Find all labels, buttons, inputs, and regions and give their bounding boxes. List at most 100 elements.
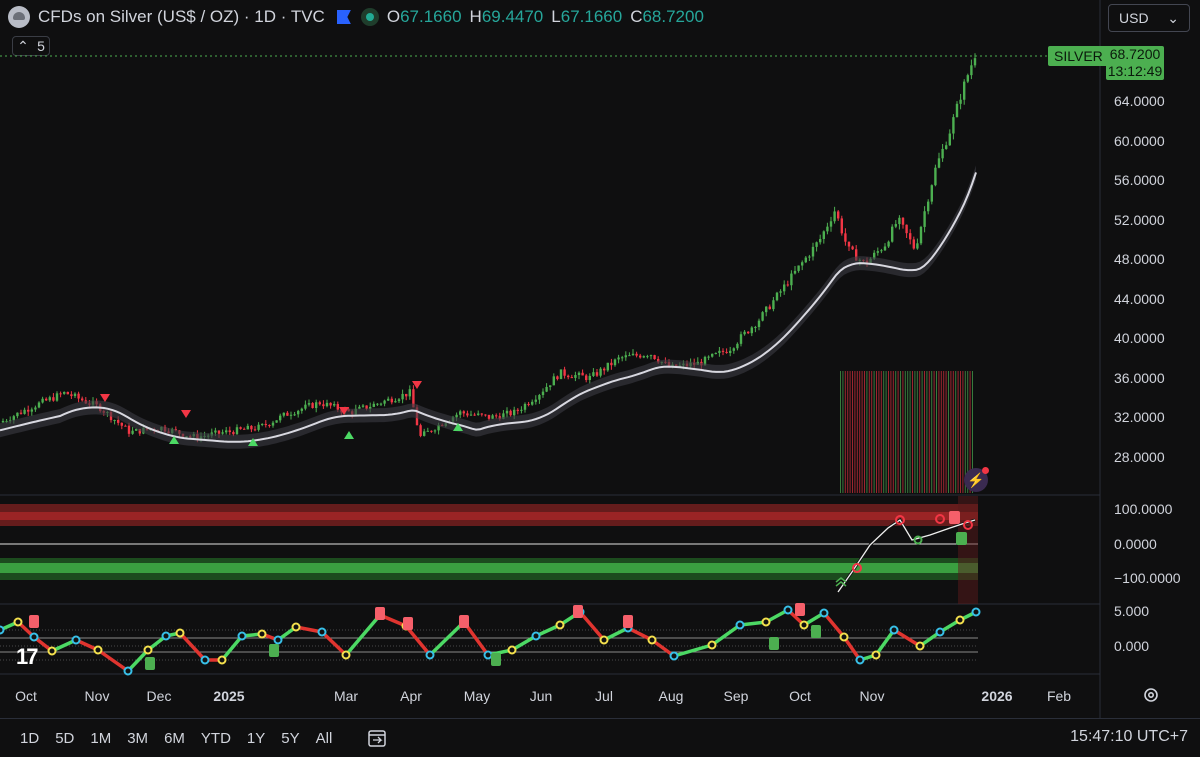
volume-bar <box>861 371 863 493</box>
osc2-badge <box>145 657 155 670</box>
timeframe-button-all[interactable]: All <box>315 729 333 747</box>
candle-body <box>379 403 383 405</box>
price-axis-label: 64.0000 <box>1114 93 1165 109</box>
candle-body <box>829 221 833 227</box>
timeframe-button-5d[interactable]: 5D <box>55 729 75 747</box>
candle-body <box>315 402 318 408</box>
indicators-count: 5 <box>37 38 45 54</box>
candle-body <box>232 431 235 435</box>
time-axis-label: Mar <box>333 688 359 704</box>
candle-body <box>711 353 714 357</box>
candle-body <box>833 211 836 222</box>
candle-body <box>228 430 231 432</box>
candle-body <box>567 375 570 378</box>
lightning-icon[interactable]: ⚡ <box>964 467 989 492</box>
candle-body <box>325 402 329 407</box>
candle-body <box>761 312 764 321</box>
osc2-point <box>871 650 881 660</box>
symbol-title[interactable]: CFDs on Silver (US$ / OZ) · 1D · TVC <box>38 7 325 26</box>
osc2-point <box>599 635 609 645</box>
candle-body <box>937 158 941 168</box>
candle-body <box>606 362 609 371</box>
buy-signal-marker <box>344 431 354 439</box>
candle-body <box>577 372 581 376</box>
currency-select[interactable]: USD ⌄ <box>1108 4 1190 32</box>
moving-average-line <box>0 172 977 443</box>
bar-countdown: 13:12:49 <box>1107 63 1163 79</box>
volume-bar <box>897 371 899 493</box>
candle-body <box>973 58 977 66</box>
candle-body <box>563 369 566 376</box>
time-axis-label: Feb <box>1046 688 1072 704</box>
osc1-marker <box>963 520 973 530</box>
time-axis-label: Nov <box>859 688 885 704</box>
osc2-segment <box>822 611 846 639</box>
candle-body <box>401 393 404 400</box>
candle-body <box>336 404 339 410</box>
timeframe-button-5y[interactable]: 5Y <box>281 729 300 747</box>
volume-bar <box>952 371 954 493</box>
market-status-icon[interactable] <box>360 8 379 26</box>
last-price-value: 68.7200 <box>1109 46 1161 62</box>
volume-bar <box>967 371 969 493</box>
osc2-point <box>237 631 247 641</box>
candle-body <box>45 398 48 401</box>
candle-body <box>253 429 257 431</box>
last-price-tag: 68.7200 13:12:49 <box>1106 46 1164 80</box>
osc1-marker <box>852 563 862 573</box>
symbol-logo-icon[interactable] <box>8 6 30 28</box>
settings-gear-icon[interactable] <box>1142 686 1160 704</box>
candle-body <box>120 422 123 426</box>
candle-body <box>322 404 325 407</box>
buy-signal-marker <box>248 438 258 446</box>
volume-bar <box>849 371 851 493</box>
candle-body <box>592 372 595 376</box>
osc2-point <box>819 608 829 618</box>
timeframe-buttons: 1D 5D 1M 3M 6M YTD 1Y 5Y All <box>0 730 332 747</box>
candle-body <box>502 413 505 419</box>
candle-body <box>527 403 530 405</box>
candle-body <box>480 413 483 415</box>
candle-body <box>703 356 707 366</box>
overbought-core <box>0 512 978 520</box>
volume-bar <box>921 371 923 493</box>
candle-body <box>631 353 635 356</box>
timeframe-button-3m[interactable]: 3M <box>127 729 149 747</box>
candle-body <box>905 224 908 234</box>
price-axis-label: 48.0000 <box>1114 251 1165 267</box>
candle-body <box>484 414 487 416</box>
candle-body <box>559 369 563 380</box>
volume-bar <box>883 371 885 493</box>
osc2-axis-label: 5.000 <box>1114 603 1150 619</box>
candle-body <box>541 391 545 396</box>
timeframe-button-ytd[interactable]: YTD <box>200 729 231 747</box>
osc2-point <box>783 605 793 615</box>
oversold-core <box>0 563 978 573</box>
timeframe-button-1d[interactable]: 1D <box>20 729 40 747</box>
time-axis-label: Nov <box>84 688 110 704</box>
osc2-point <box>483 650 493 660</box>
candle-body <box>923 211 926 227</box>
tradingview-logo[interactable]: 17 <box>16 644 39 669</box>
osc2-point <box>161 631 171 641</box>
osc2-segment <box>320 630 348 657</box>
time-axis-label: 2025 <box>213 688 245 704</box>
volume-bar <box>873 371 875 493</box>
candle-body <box>372 403 375 407</box>
clock[interactable]: 15:47:10 UTC+7 <box>1070 728 1188 745</box>
candle-body <box>613 359 617 366</box>
signal-markers <box>100 381 463 446</box>
calendar-range-icon[interactable] <box>366 727 388 749</box>
volume-bar <box>892 371 894 493</box>
candle-body <box>77 393 80 399</box>
flag-icon[interactable] <box>336 10 351 24</box>
volume-bar <box>890 371 892 493</box>
osc2-point <box>839 632 849 642</box>
osc2-segment <box>428 620 466 657</box>
candle-body <box>239 427 242 429</box>
timeframe-button-6m[interactable]: 6M <box>164 729 185 747</box>
candle-body <box>509 410 512 416</box>
timeframe-button-1y[interactable]: 1Y <box>246 729 266 747</box>
timeframe-button-1m[interactable]: 1M <box>90 729 112 747</box>
